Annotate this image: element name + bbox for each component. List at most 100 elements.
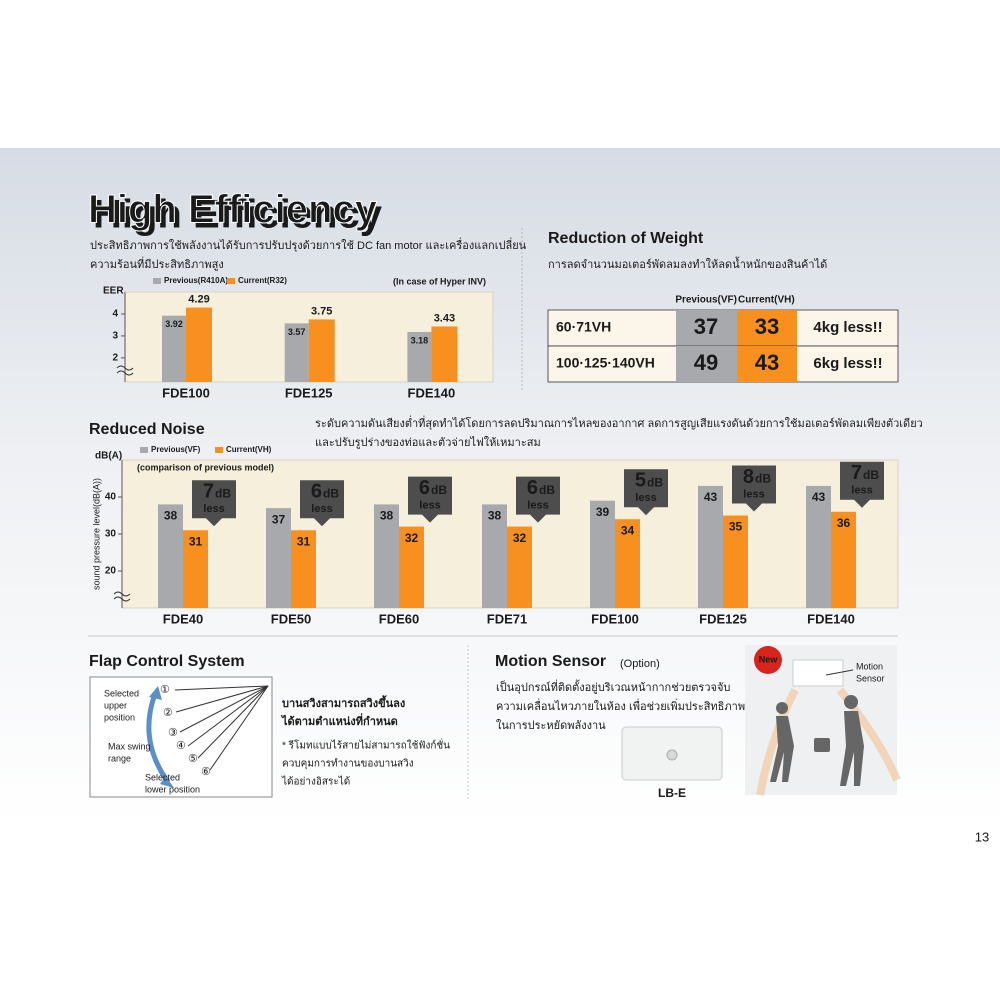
- badge: [754, 646, 782, 674]
- cell-current: [737, 310, 797, 346]
- chart-note: (In case of Hyper INV): [393, 276, 486, 286]
- value-label: 4.29: [188, 293, 209, 305]
- bar: [266, 508, 291, 608]
- x-tick-label: FDE100: [162, 385, 210, 400]
- bar: [284, 323, 309, 382]
- bar: [308, 319, 335, 382]
- badge-text: New: [759, 654, 779, 664]
- callout-amount: 7: [851, 462, 862, 484]
- label: range: [108, 753, 131, 763]
- value-label: 31: [297, 534, 311, 548]
- section-title: Flap Control System: [89, 653, 245, 670]
- description: และปรับรูปร่างของท่อและตัวจ่ายไฟให้เหมาะ…: [315, 436, 541, 449]
- bar: [162, 315, 186, 382]
- x-tick-label: FDE140: [408, 385, 456, 400]
- flap-lines: [174, 685, 269, 771]
- callout-unit: dB: [431, 483, 447, 497]
- y-tick-label: 4: [112, 309, 118, 320]
- callout-amount: 6: [419, 477, 430, 499]
- note: ได้อย่างอิสระได้: [281, 776, 350, 788]
- bar: [291, 530, 316, 608]
- previous-weight: 49: [694, 350, 718, 375]
- axis-break: [116, 365, 134, 376]
- column-header: Previous(VF): [675, 295, 737, 306]
- callout: [624, 469, 668, 516]
- callout: [408, 476, 452, 523]
- legend-swatch: [215, 447, 223, 453]
- y-tick-label: 20: [105, 566, 117, 577]
- callout: [840, 461, 884, 508]
- flap-diagram: Selected upper position Max swing range …: [89, 676, 273, 798]
- callout-unit: dB: [539, 483, 555, 497]
- previous-weight: 37: [694, 314, 718, 339]
- y-label: dB(A): [95, 451, 122, 462]
- bar: [482, 504, 507, 608]
- callout: [516, 476, 560, 523]
- y-axis-title: sound pressure level(dB(A)): [91, 478, 101, 590]
- y-tick-label: 40: [105, 492, 117, 503]
- callout-amount: 8: [743, 466, 754, 488]
- position: ③: [168, 727, 178, 739]
- cell-previous: [676, 346, 737, 382]
- section-title: Reduced Noise: [89, 421, 205, 438]
- value-label: 31: [189, 534, 203, 548]
- description: ประสิทธิภาพการใช้พลังงานได้รับการปรับปรุ…: [90, 237, 527, 252]
- value-label: 35: [729, 520, 743, 534]
- arrow-heads: [149, 686, 174, 788]
- y-tick-label: 2: [112, 352, 118, 363]
- section-title: Motion Sensor: [495, 653, 606, 670]
- bar: [399, 526, 424, 608]
- bar: [590, 500, 615, 608]
- description: ในการประหยัดพลังงาน: [496, 719, 606, 732]
- callout-unit: dB: [647, 475, 663, 489]
- legend-label: Current(VH): [226, 445, 272, 454]
- value-label: 37: [272, 512, 286, 526]
- description: เป็นอุปกรณ์ที่ติดตั้งอยู่บริเวณหน้ากากช่…: [496, 679, 730, 694]
- bar: [183, 530, 208, 608]
- callout-amount: 6: [527, 477, 538, 499]
- title: High Efficiency: [88, 188, 378, 232]
- y-label: EER: [103, 286, 124, 297]
- column-header: Current(VH): [738, 295, 795, 306]
- device-sensor: [666, 749, 678, 761]
- value-label: 43: [812, 490, 826, 504]
- x-tick-label: FDE40: [163, 611, 203, 626]
- section-title: Reduction of Weight: [548, 230, 704, 247]
- value-label: 3.75: [311, 305, 332, 317]
- callout-amount: 6: [311, 481, 322, 503]
- note: * รีโมทแบบไร้สายไม่สามารถใช้ฟังก์ชั่น: [282, 738, 450, 752]
- bar: [507, 526, 532, 608]
- value-label: 36: [837, 516, 851, 530]
- value-label: 3.92: [165, 319, 183, 329]
- callout-amount: 7: [203, 481, 214, 503]
- legend-label: Previous(VF): [151, 445, 201, 454]
- callout-word: less: [527, 500, 548, 512]
- value-label: 32: [405, 531, 419, 545]
- diagram-box: [89, 676, 273, 798]
- x-tick-label: FDE100: [591, 611, 639, 626]
- row-label: 60·71VH: [556, 319, 611, 335]
- value-label: 3.43: [434, 312, 455, 324]
- x-tick-label: FDE125: [285, 385, 333, 400]
- value-label: 34: [621, 523, 635, 537]
- headline: บานสวิงสามารถสวิงขึ้นลง: [282, 695, 405, 710]
- note: ควบคุมการทำงานของบานสวิง: [282, 759, 414, 770]
- bar: [407, 331, 432, 382]
- callout-unit: dB: [323, 486, 339, 500]
- device-label: LB-E: [658, 786, 686, 800]
- position: ④: [176, 740, 186, 752]
- callout-word: less: [743, 488, 764, 500]
- page-number: 13: [975, 829, 989, 844]
- axis-break: [113, 591, 131, 602]
- callout: [192, 480, 236, 527]
- title-shadow: High Efficiency: [93, 193, 383, 237]
- label: position: [104, 712, 135, 722]
- callout-unit: dB: [215, 486, 231, 500]
- headline: ได้ตามตำแหน่งที่กำหนด: [280, 713, 398, 728]
- x-tick-label: FDE140: [807, 611, 855, 626]
- callout: [732, 465, 776, 512]
- bar: [615, 519, 640, 608]
- cell-current: [737, 346, 797, 382]
- row-label: 100·125·140VH: [556, 355, 655, 371]
- value-label: 39: [596, 505, 610, 519]
